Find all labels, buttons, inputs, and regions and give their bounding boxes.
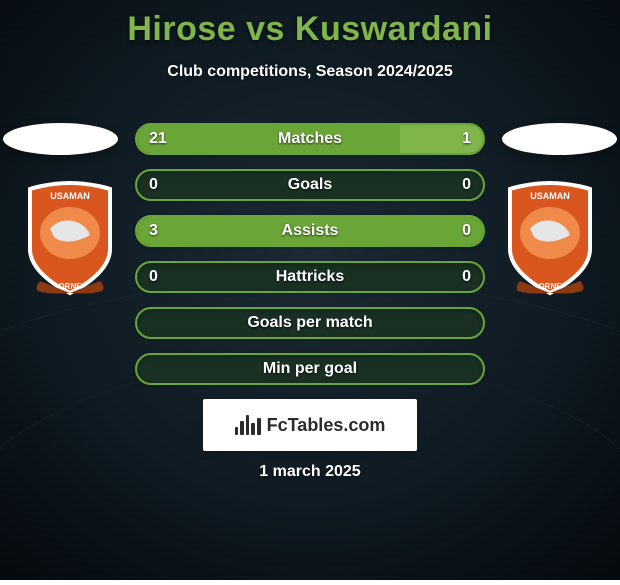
svg-text:ORNE: ORNE <box>58 282 82 291</box>
stat-bar-value-right: 0 <box>462 268 471 286</box>
club-badge-right: USAMAN ORNE <box>500 179 600 297</box>
stat-bar: Hattricks 0 0 <box>135 261 485 293</box>
content-root: Hirose vs Kuswardani Club competitions, … <box>0 0 620 580</box>
stat-bar-value-right: 1 <box>462 130 471 148</box>
stat-bar: Min per goal <box>135 353 485 385</box>
stat-bar-label: Matches <box>278 130 342 148</box>
stat-bar-value-right: 0 <box>462 222 471 240</box>
stat-bar-label: Min per goal <box>263 360 357 378</box>
stat-bar-value-left: 3 <box>149 222 158 240</box>
stat-bar: Goals per match <box>135 307 485 339</box>
stage: USAMAN ORNE USAMAN ORNE Matches 21 1 Goals 0… <box>0 81 620 580</box>
subtitle: Club competitions, Season 2024/2025 <box>167 63 452 81</box>
stat-bar-label: Hattricks <box>276 268 344 286</box>
stat-bar-value-left: 0 <box>149 176 158 194</box>
stat-bars: Matches211Goals00Assists30Hattricks00Goa… <box>135 123 485 385</box>
svg-text:ORNE: ORNE <box>538 282 562 291</box>
stat-bar: Goals 0 0 <box>135 169 485 201</box>
player-photo-right <box>502 123 617 155</box>
stat-bar-label: Goals per match <box>247 314 372 332</box>
svg-text:USAMAN: USAMAN <box>530 191 570 201</box>
svg-text:USAMAN: USAMAN <box>50 191 90 201</box>
brand-badge: FcTables.com <box>203 399 417 451</box>
brand-text: FcTables.com <box>267 415 386 436</box>
brand-bars-icon <box>235 415 261 435</box>
date-text: 1 march 2025 <box>259 463 360 481</box>
stat-bar: Assists 3 0 <box>135 215 485 247</box>
stat-bar-value-left: 21 <box>149 130 167 148</box>
page-title: Hirose vs Kuswardani <box>127 10 492 49</box>
stat-bar-value-right: 0 <box>462 176 471 194</box>
stat-bar: Matches 21 1 <box>135 123 485 155</box>
stat-bar-fill-left <box>137 125 400 153</box>
player-photo-left <box>3 123 118 155</box>
stat-bar-label: Goals <box>288 176 332 194</box>
stat-bar-value-left: 0 <box>149 268 158 286</box>
club-badge-left: USAMAN ORNE <box>20 179 120 297</box>
stat-bar-label: Assists <box>282 222 339 240</box>
